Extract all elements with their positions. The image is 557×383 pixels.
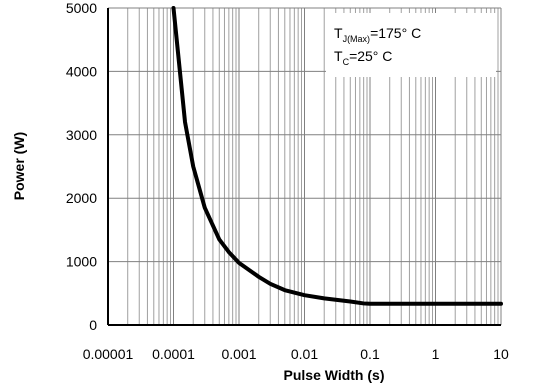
y-tick-label: 0 <box>89 317 97 333</box>
annotation-line-1-sub: J(Max) <box>343 34 371 44</box>
annotation-background <box>326 13 496 77</box>
x-tick-label: 0.1 <box>360 346 380 362</box>
x-axis-title: Pulse Width (s) <box>284 367 385 383</box>
x-tick-labels: 0.00001 0.0001 0.001 0.01 0.1 1 10 <box>83 346 509 362</box>
annotation-line-2-rest: =25° C <box>349 48 392 64</box>
y-tick-label: 5000 <box>66 0 97 16</box>
x-tick-label: 0.001 <box>221 346 256 362</box>
annotation-line-2: TC=25° C <box>334 48 392 67</box>
annotation-box: TJ(Max)=175° C TC=25° C <box>326 13 496 77</box>
x-tick-label: 0.0001 <box>152 346 195 362</box>
annotation-line-2-sub: C <box>343 57 350 67</box>
grid-minor <box>127 8 499 325</box>
annotation-line-1-main: T <box>334 25 343 41</box>
annotation-line-1: TJ(Max)=175° C <box>334 25 421 44</box>
y-tick-label: 2000 <box>66 190 97 206</box>
x-tick-label: 0.01 <box>291 346 318 362</box>
y-tick-label: 3000 <box>66 127 97 143</box>
y-tick-label: 1000 <box>66 254 97 270</box>
annotation-line-1-rest: =175° C <box>370 25 421 41</box>
annotation-line-2-main: T <box>334 48 343 64</box>
series-line-power <box>171 6 503 306</box>
x-tick-label: 0.00001 <box>83 346 134 362</box>
y-axis-title: Power (W) <box>11 132 27 200</box>
y-tick-label: 4000 <box>66 63 97 79</box>
x-tick-label: 10 <box>493 346 509 362</box>
x-tick-label: 1 <box>432 346 440 362</box>
y-tick-labels: 0 1000 2000 3000 4000 5000 <box>66 0 97 333</box>
